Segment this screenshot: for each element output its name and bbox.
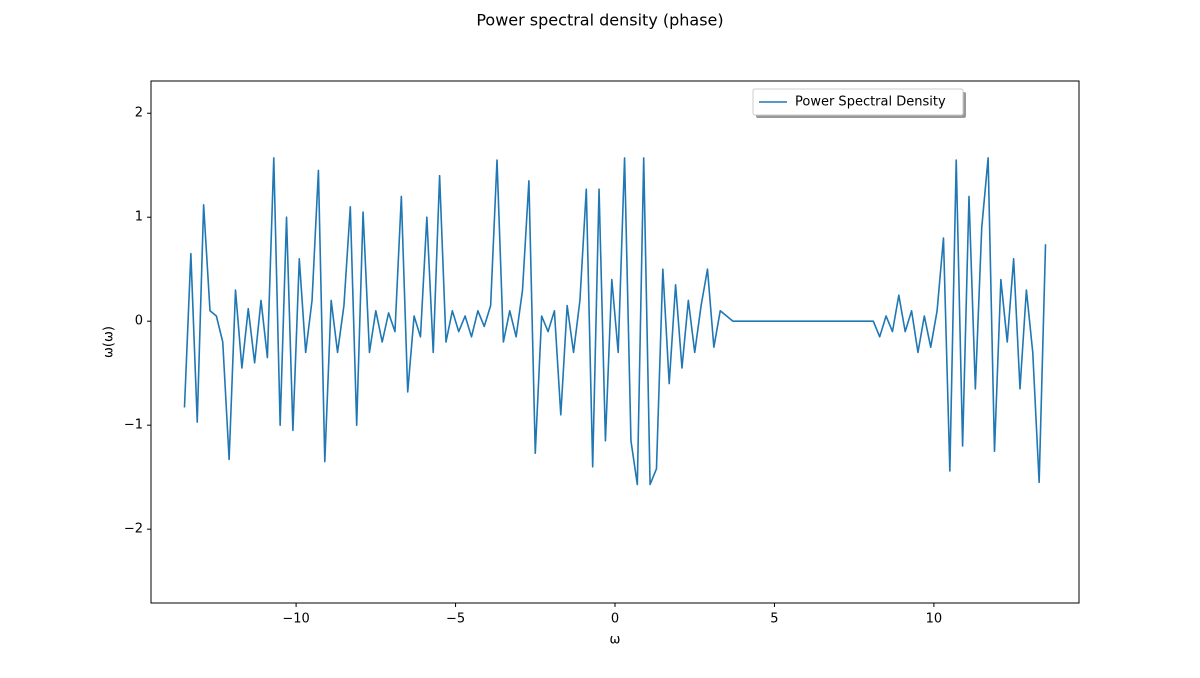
x-tick-label: −5: [446, 612, 465, 627]
x-tick-label: −10: [282, 612, 309, 627]
x-axis-label: ω: [610, 633, 621, 648]
y-tick-label: 2: [135, 106, 143, 121]
legend-label: Power Spectral Density: [795, 95, 946, 110]
y-tick-label: 0: [135, 314, 143, 329]
legend: Power Spectral Density: [752, 88, 966, 118]
data-line: [183, 157, 1047, 486]
y-tick-label: −2: [124, 522, 143, 537]
x-tick-label: 0: [611, 612, 619, 627]
y-axis-label: ω(ω): [102, 326, 117, 358]
x-tick-label: 5: [770, 612, 778, 627]
legend-box: [752, 88, 964, 116]
chart-title: Power spectral density (phase): [476, 11, 723, 30]
plot-frame: [150, 80, 1080, 604]
y-tick-label: −1: [124, 418, 143, 433]
y-tick-label: 1: [135, 210, 143, 225]
x-tick-label: 10: [926, 612, 943, 627]
